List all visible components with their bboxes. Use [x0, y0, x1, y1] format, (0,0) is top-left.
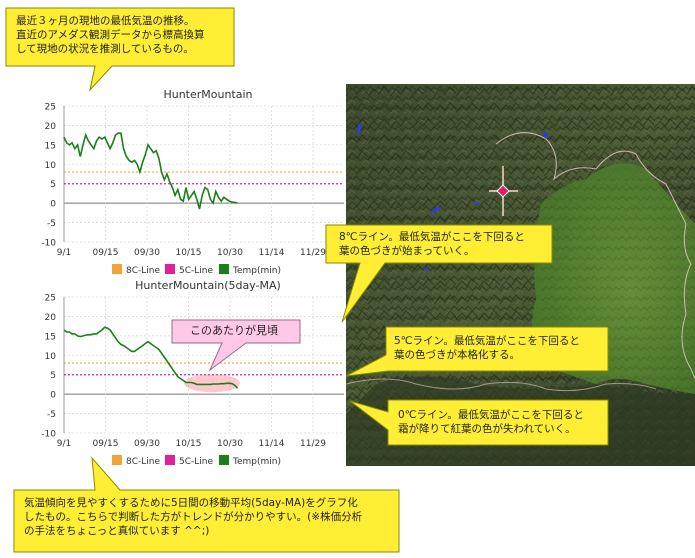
legend-label: 8C-Line	[126, 457, 160, 467]
y-tick-label: 15	[45, 141, 56, 151]
legend-swatch	[112, 264, 122, 274]
peak-highlight	[184, 374, 240, 393]
y-tick-label: 20	[45, 313, 57, 323]
x-tick-label: 9/1	[57, 439, 71, 449]
y-tick-label: 0	[50, 391, 56, 401]
boundary-line	[495, 132, 695, 380]
legend-swatch	[165, 455, 175, 465]
y-tick-label: -5	[47, 410, 56, 420]
y-tick-label: 25	[45, 103, 56, 113]
temp-chart-plot: 25 20 15 10 5 0 -5 -109/1 09/15 09/30 10/15 10/30 11…	[41, 103, 344, 276]
ma-chart-plot: 25 20 15 10 5 0 -5 -109/1 09/15 09/30 10/15 10/30 11…	[41, 294, 344, 467]
legend-label: 5C-Line	[179, 457, 213, 467]
x-tick-label: 10/30	[217, 248, 243, 258]
x-tick-label: 11/14	[259, 248, 285, 258]
callout-5c-text: 5℃ライン。最低気温がここを下回ると 葉の色づきが本格化する。	[394, 335, 580, 361]
y-tick-label: -10	[41, 239, 56, 249]
x-tick-label: 09/15	[93, 439, 119, 449]
x-tick-label: 10/15	[176, 439, 202, 449]
callout-bottom-bubble	[13, 456, 400, 553]
x-tick-label: 10/15	[176, 248, 202, 258]
legend-label: 8C-Line	[126, 266, 160, 276]
x-tick-label: 09/30	[134, 439, 160, 449]
callout-8c-bubble	[325, 224, 553, 323]
x-tick-label: 09/30	[134, 248, 160, 258]
callout-0c-text: 0℃ライン。最低気温がここを下回ると 霜が降りて紅葉の色が失われていく。	[398, 409, 584, 435]
y-tick-label: 10	[45, 352, 57, 362]
y-tick-label: 5	[50, 180, 56, 190]
y-tick-label: 0	[50, 200, 56, 210]
chart-title: HunterMountain	[163, 88, 253, 101]
temp-series-line	[63, 132, 238, 210]
location-marker-icon[interactable]	[489, 166, 518, 216]
y-tick-label: 15	[45, 332, 56, 342]
y-tick-label: 10	[45, 161, 57, 171]
callout-5c-bubble	[345, 326, 609, 377]
callout-top-bubble	[5, 7, 235, 92]
callout-8c-text: 8℃ライン。最低気温がここを下回ると 葉の色づきが始まっていく。	[339, 231, 525, 257]
callout-bottom-text: 気温傾向を見やすくするために5日間の移動平均(5day-MA)をグラフ化 したも…	[24, 497, 363, 537]
y-tick-label: 5	[50, 371, 56, 381]
y-tick-label: -5	[47, 219, 56, 229]
chart-title: HunterMountain(5day-MA)	[135, 279, 281, 292]
legend-swatch	[165, 264, 175, 274]
x-tick-label: 11/14	[259, 439, 285, 449]
legend-swatch	[112, 455, 122, 465]
x-tick-label: 11/29	[300, 439, 326, 449]
temp-series-line	[63, 326, 239, 389]
temp-chart: HunterMountain 25 20 15 10 5 0 -5 -10 9/1 09/15 09…	[0, 88, 346, 278]
callout-0c-bubble	[349, 399, 609, 446]
legend-swatch	[219, 264, 229, 274]
legend-label: Temp(min)	[232, 266, 281, 276]
callout-peak-bubble	[171, 319, 301, 372]
legend-label: Temp(min)	[232, 457, 281, 467]
lake-feature	[356, 123, 362, 135]
legend-label: 5C-Line	[179, 266, 213, 276]
legend-swatch	[219, 455, 229, 465]
ma-chart: HunterMountain(5day-MA) 25 20 15 10 5 0 -5 -10 9…	[0, 279, 346, 474]
callout-top-text: 最近３ヶ月の現地の最低気温の推移。 直近のアメダス観測データから標高換算 して現…	[16, 15, 205, 55]
x-tick-label: 9/1	[57, 248, 71, 258]
x-tick-label: 11/29	[300, 248, 326, 258]
x-tick-label: 09/15	[93, 248, 119, 258]
y-tick-label: 25	[45, 294, 56, 304]
callout-peak-text: このあたりが見頃	[190, 324, 278, 337]
y-tick-label: -10	[41, 430, 56, 440]
x-tick-label: 10/30	[217, 439, 243, 449]
y-tick-label: 20	[45, 122, 57, 132]
